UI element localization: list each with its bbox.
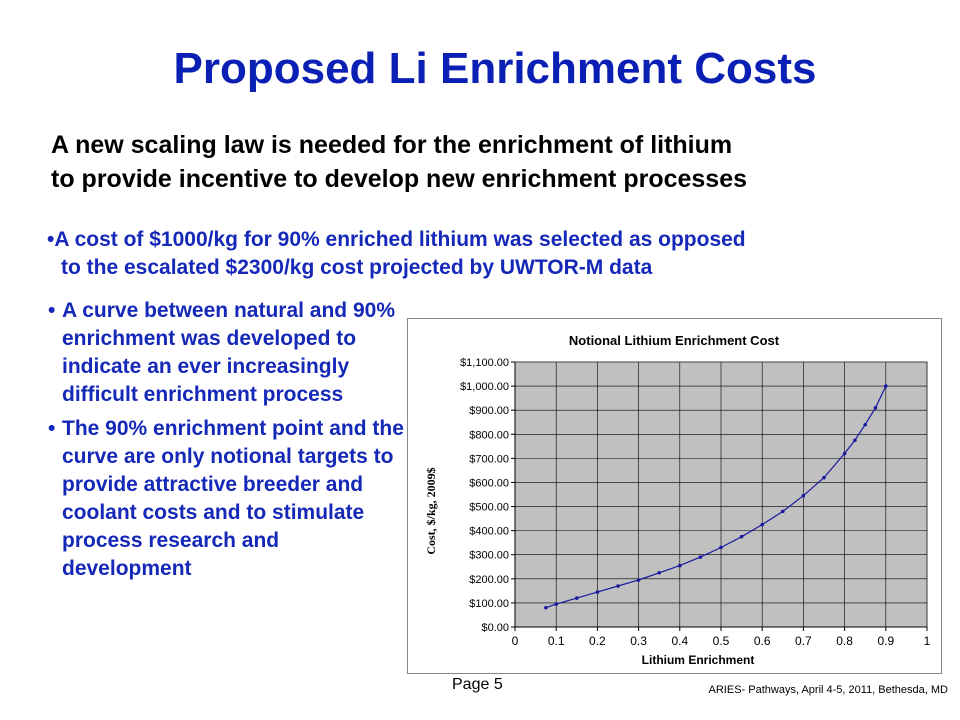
y-tick-label: $500.00 (469, 502, 509, 514)
grid-layer (511, 361, 928, 631)
x-tick-label: 0.5 (713, 634, 730, 648)
x-tick-label: 0.4 (671, 634, 688, 648)
chart-container: $0.00 $100.00 $200.00 $300.00 $400.00 $500.00… (407, 318, 942, 674)
data-point (616, 584, 620, 588)
top-bullet-line-1: A cost of $1000/kg for 90% enriched lith… (54, 228, 746, 251)
y-tick-label: $100.00 (469, 598, 509, 610)
x-tick-label: 0.2 (589, 634, 606, 648)
series-layer (544, 384, 888, 610)
tick-label-layer: $0.00 $100.00 $200.00 $300.00 $400.00 $500.00… (460, 357, 931, 648)
data-point (678, 563, 682, 568)
data-point (544, 605, 548, 610)
y-tick-label: $1,100.00 (460, 357, 509, 369)
x-tick-label: 0 (512, 634, 519, 648)
y-tick-label: $1,000.00 (460, 381, 509, 393)
y-tick-label: $300.00 (469, 550, 509, 562)
data-point (760, 522, 764, 527)
left-bullet-2: • The 90% enrichment point and the curve… (48, 415, 408, 583)
x-axis-label: Lithium Enrichment (642, 653, 755, 667)
data-point (781, 509, 785, 514)
page-number: Page 5 (452, 676, 503, 693)
x-tick-label: 0.7 (795, 634, 812, 648)
y-tick-label: $900.00 (469, 405, 509, 417)
data-point (884, 384, 888, 388)
left-bullet-1: • A curve between natural and 90% enrich… (48, 297, 408, 409)
x-tick-label: 1 (924, 634, 931, 648)
enrichment-cost-chart: $0.00 $100.00 $200.00 $300.00 $400.00 $500.00… (424, 333, 931, 667)
data-point (719, 545, 723, 550)
x-tick-label: 0.1 (548, 634, 565, 648)
left-bullet-1-text: A curve between natural and 90% enrichme… (62, 299, 395, 406)
bullet-dot: • (48, 417, 56, 440)
top-bullet: •A cost of $1000/kg for 90% enriched lit… (47, 226, 947, 282)
x-tick-label: 0.6 (754, 634, 771, 648)
y-tick-label: $400.00 (469, 526, 509, 538)
data-point (853, 438, 857, 443)
x-tick-label: 0.3 (630, 634, 647, 648)
data-point (801, 493, 806, 498)
subtitle: A new scaling law is needed for the enri… (51, 128, 951, 196)
bullet-dot: • (47, 228, 55, 251)
data-point (575, 596, 579, 600)
y-axis-label: Cost, $/kg, 2009$ (424, 467, 438, 554)
x-tick-label: 0.9 (877, 634, 894, 648)
data-point (842, 451, 847, 456)
y-tick-label: $200.00 (469, 574, 509, 586)
y-tick-label: $800.00 (469, 429, 509, 441)
bullet-dot: • (48, 299, 56, 322)
x-tick-label: 0.8 (836, 634, 853, 648)
cost-curve-line (545, 385, 887, 609)
subtitle-line-1: A new scaling law is needed for the enri… (51, 131, 733, 159)
y-tick-label: $0.00 (481, 622, 509, 634)
data-point (595, 590, 600, 594)
data-point (822, 475, 826, 480)
data-point (873, 405, 878, 410)
subtitle-line-2: to provide incentive to develop new enri… (51, 165, 748, 193)
footer-citation: ARIES- Pathways, April 4-5, 2011, Bethes… (708, 684, 948, 696)
data-point (739, 534, 744, 539)
left-bullet-2-text: The 90% enrichment point and the curve a… (62, 417, 404, 580)
data-point (657, 570, 661, 575)
slide-title: Proposed Li Enrichment Costs (173, 44, 817, 93)
top-bullet-line-2: to the escalated $2300/kg cost projected… (61, 256, 653, 279)
data-point (863, 422, 867, 427)
y-tick-label: $700.00 (469, 453, 509, 465)
chart-title: Notional Lithium Enrichment Cost (569, 333, 780, 348)
y-tick-label: $600.00 (469, 477, 509, 489)
left-bullet-list: • A curve between natural and 90% enrich… (48, 297, 408, 589)
data-point (698, 555, 703, 559)
data-point (636, 578, 641, 582)
data-point (554, 602, 558, 606)
